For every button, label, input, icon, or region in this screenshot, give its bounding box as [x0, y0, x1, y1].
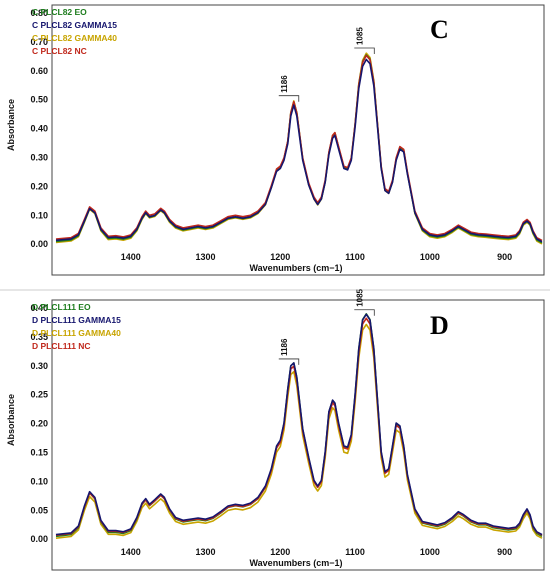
legend-entry-d-gamma40: D PLCL111 GAMMA40: [32, 328, 121, 338]
x-tick-label: 1100: [345, 252, 365, 262]
y-tick-label: 0.30: [30, 153, 48, 163]
panel-letter-c: C: [430, 15, 449, 44]
annotation-marker: [354, 47, 375, 55]
annotations-c: 1186 1085: [278, 27, 375, 102]
tick-labels-d: 0.00 0.05 0.10 0.15 0.20 0.25 0.30 0.35 0.40 1400…: [30, 303, 512, 557]
y-tick-label: 0.30: [30, 361, 48, 371]
y-tick-label: 0.10: [30, 210, 48, 220]
y-tick-label: 0.70: [30, 37, 48, 47]
panel-c: C Absorbance Wavenumbers (cm−1) 0.00 0.10…: [6, 4, 545, 276]
legend-entry-c-eo: C PLCL82 EO: [32, 7, 87, 17]
peak-annotation: 1085: [354, 288, 375, 316]
x-tick-label: 1400: [121, 252, 141, 262]
legend-entry-c-gamma40: C PLCL82 GAMMA40: [32, 33, 117, 43]
y-tick-label: 0.25: [30, 390, 48, 400]
annotations-d: 1186 1085: [278, 288, 375, 365]
x-tick-label: 1100: [345, 547, 365, 557]
y-tick-label: 0.05: [30, 505, 48, 515]
y-tick-label: 0.50: [30, 95, 48, 105]
tick-labels-c: 0.00 0.10 0.20 0.30 0.40 0.50 0.60 0.70 0.80 1400…: [30, 8, 512, 262]
x-axis-label-c: Wavenumbers (cm−1): [250, 263, 343, 273]
panel-letter-d: D: [430, 311, 449, 340]
y-tick-label: 0.35: [30, 332, 48, 342]
annotation-marker: [278, 358, 300, 365]
annotation-marker: [278, 95, 300, 102]
annotation-label: 1085: [355, 27, 364, 45]
y-tick-label: 0.00: [30, 239, 48, 249]
plot-frame-c: [51, 4, 545, 276]
y-tick-label: 0.40: [30, 124, 48, 134]
x-axis-label-d: Wavenumbers (cm−1): [250, 558, 343, 568]
legend-entry-c-gamma15: C PLCL82 GAMMA15: [32, 20, 117, 30]
y-tick-label: 0.15: [30, 448, 48, 458]
peak-annotation: 1085: [354, 27, 375, 55]
legend-d: D PLCL111 EO D PLCL111 GAMMA15 D PLCL111…: [32, 302, 121, 351]
x-tick-label: 1000: [420, 547, 440, 557]
peak-annotation: 1186: [278, 75, 300, 102]
y-axis-label-c: Absorbance: [6, 99, 16, 151]
annotation-marker: [354, 309, 375, 316]
plot-frame-d: [51, 299, 545, 571]
y-tick-label: 0.10: [30, 476, 48, 486]
annotation-label: 1085: [355, 288, 364, 306]
x-tick-label: 1000: [420, 252, 440, 262]
y-tick-label: 0.20: [30, 181, 48, 191]
y-tick-label: 0.40: [30, 303, 48, 313]
y-tick-label: 0.60: [30, 66, 48, 76]
annotation-label: 1186: [280, 338, 289, 356]
y-tick-label: 0.80: [30, 8, 48, 18]
x-tick-label: 900: [497, 252, 512, 262]
x-tick-label: 1300: [196, 252, 216, 262]
panel-d: D Absorbance Wavenumbers (cm−1) 0.00 0.05…: [6, 288, 545, 571]
peak-annotation: 1186: [278, 338, 300, 365]
x-tick-label: 1400: [121, 547, 141, 557]
y-tick-label: 0.20: [30, 419, 48, 429]
legend-entry-c-nc: C PLCL82 NC: [32, 46, 87, 56]
y-tick-label: 0.00: [30, 534, 48, 544]
annotation-label: 1186: [280, 75, 289, 93]
series-lines-c: [55, 52, 543, 245]
y-axis-label-d: Absorbance: [6, 394, 16, 446]
legend-entry-d-gamma15: D PLCL111 GAMMA15: [32, 315, 121, 325]
x-tick-label: 1200: [270, 547, 290, 557]
series-line: [55, 58, 543, 243]
x-tick-label: 900: [497, 547, 512, 557]
series-lines-d: [55, 313, 543, 539]
legend-entry-d-nc: D PLCL111 NC: [32, 341, 91, 351]
legend-c: C PLCL82 EO C PLCL82 GAMMA15 C PLCL82 GA…: [32, 7, 117, 56]
x-tick-label: 1300: [196, 547, 216, 557]
series-line: [55, 313, 543, 536]
x-tick-label: 1200: [270, 252, 290, 262]
legend-entry-d-eo: D PLCL111 EO: [32, 302, 91, 312]
